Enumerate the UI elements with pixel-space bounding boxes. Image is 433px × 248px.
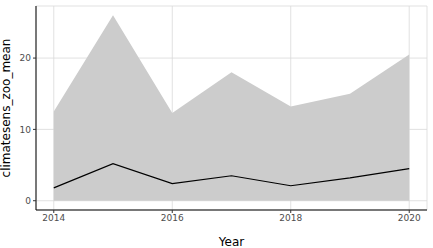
svg-text:climatesens_zoo_mean: climatesens_zoo_mean <box>8 39 13 178</box>
svg-text:Year: Year <box>218 235 244 248</box>
svg-text:0: 0 <box>25 196 31 206</box>
svg-text:2020: 2020 <box>398 213 421 223</box>
svg-text:2016: 2016 <box>161 213 184 223</box>
svg-text:20: 20 <box>20 53 32 63</box>
svg-text:2014: 2014 <box>42 213 65 223</box>
svg-text:10: 10 <box>20 125 32 135</box>
svg-text:2018: 2018 <box>279 213 302 223</box>
